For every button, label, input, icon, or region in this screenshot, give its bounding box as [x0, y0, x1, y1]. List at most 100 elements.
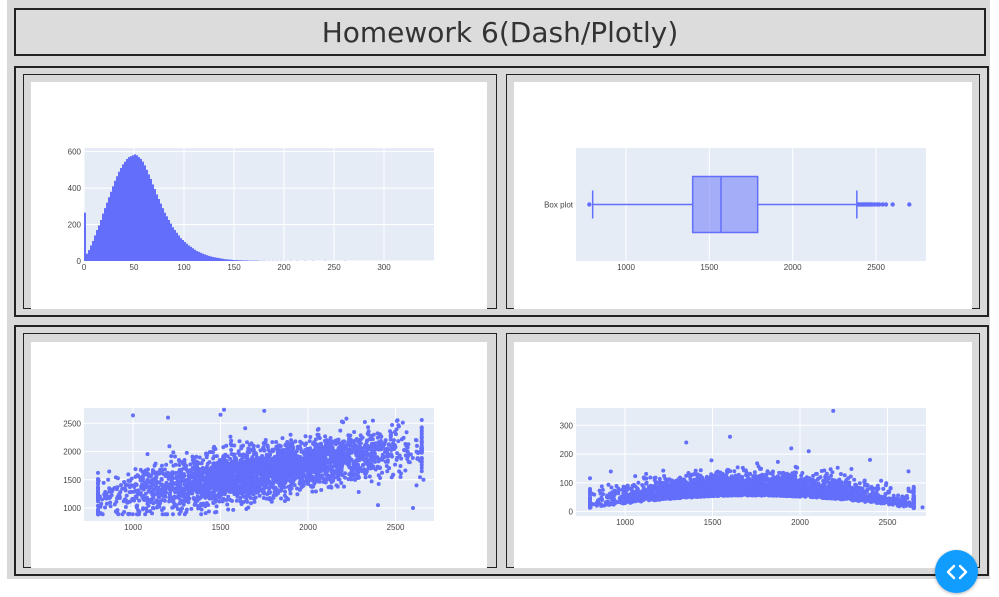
scatter1-point [135, 473, 140, 478]
scatter1-point [267, 456, 272, 461]
scatter1-point [321, 447, 326, 452]
scatter1-point [383, 459, 388, 464]
scatter1-point [272, 489, 277, 494]
scatter1-point [261, 447, 266, 452]
scatter1-point [330, 467, 335, 472]
scatter1-point [403, 453, 408, 458]
scatter1-point [380, 470, 385, 475]
scatter1-point [342, 451, 347, 456]
boxplot-x-tick-label: 2000 [784, 263, 802, 272]
scatter1-point [96, 470, 100, 475]
scatter1-point [391, 472, 396, 477]
histogram-bar [206, 255, 208, 261]
scatter1-point [368, 451, 373, 456]
scatter1-point [229, 460, 234, 465]
scatter1-point [159, 477, 164, 482]
boxplot-box [691, 175, 759, 234]
scatter1-point [100, 512, 105, 517]
scatter1-point [208, 467, 213, 472]
scatter1-point [411, 506, 415, 511]
histogram-graph[interactable]: 0 200 400 600 0 50 100 150 200 250 300 [31, 82, 487, 309]
scatter1-point [158, 491, 163, 496]
scatter1-point [216, 477, 221, 482]
scatter1-point [288, 491, 293, 496]
scatter1-point [278, 483, 283, 488]
scatter1-point [335, 450, 340, 455]
histogram-bar [114, 180, 116, 261]
scatter1-point [213, 497, 218, 502]
histogram-bar [96, 230, 98, 261]
scatter1-point [348, 433, 353, 438]
scatter1-point [285, 448, 290, 453]
scatter1-point [133, 467, 138, 472]
scatter2-points [588, 408, 925, 511]
scatter1-point [317, 475, 322, 480]
scatter1-point [366, 425, 371, 430]
scatter1-point [153, 492, 158, 497]
scatter1-point [251, 481, 256, 486]
scatter1-point [148, 484, 153, 489]
scatter1-point [204, 451, 209, 456]
scatter1-y-tick-label: 1000 [63, 504, 81, 513]
scatter1-point [381, 443, 386, 448]
scatter1-point [325, 473, 330, 478]
scatter1-point [307, 449, 312, 454]
scatter1-point [217, 491, 222, 496]
scatter1-point [280, 436, 285, 441]
scatter1-point [173, 470, 178, 475]
boxplot-category-label: Box plot [544, 201, 574, 210]
scatter1-point [193, 500, 198, 505]
scatter1-point [217, 467, 222, 472]
scatter1-point [244, 487, 249, 492]
scatter1-point [209, 482, 214, 487]
scatter1-point [346, 477, 351, 482]
scatter1-point [270, 440, 275, 445]
scatter1-point [244, 472, 249, 477]
scatter1-point [337, 477, 342, 482]
scatter1-point [346, 462, 351, 467]
scatter1-point [106, 477, 111, 482]
scatter-graph-1[interactable]: 1000 1500 2000 2500 1000 1500 2000 2500 [31, 342, 487, 568]
scatter1-point [178, 482, 183, 487]
scatter1-point [299, 441, 304, 446]
histogram-bar [86, 253, 88, 261]
scatter1-point [292, 473, 297, 478]
scatter1-point [282, 493, 287, 498]
boxplot-outlier-point [880, 202, 885, 207]
page-header: Homework 6(Dash/Plotly) [14, 8, 986, 56]
scatter1-point [274, 440, 279, 445]
scatter1-point [308, 461, 313, 466]
scatter1-x-tick-label: 2500 [387, 523, 405, 532]
scatter1-point [370, 456, 375, 461]
scatter1-point [282, 485, 287, 490]
scatter1-point [380, 457, 385, 462]
histogram-x-tick-label: 150 [227, 263, 241, 272]
scatter1-point [351, 446, 356, 451]
scatter1-point [217, 484, 222, 489]
scatter1-point [96, 503, 100, 508]
scatter1-point [388, 437, 393, 442]
scatter1-point [151, 488, 156, 493]
boxplot-graph[interactable]: 1000 1500 2000 2500 Box plot [514, 82, 972, 309]
scatter1-point [391, 438, 396, 443]
histogram-x-tick-label: 50 [130, 263, 139, 272]
scatter1-point [298, 446, 303, 451]
scatter1-point [112, 485, 117, 490]
scatter1-point [211, 501, 216, 506]
scatter-graph-2[interactable]: 0 100 200 300 1000 1500 2000 2500 [514, 342, 972, 568]
scatter1-point [286, 454, 291, 459]
scatter1-point [239, 473, 244, 478]
scatter1-point [240, 469, 245, 474]
scatter1-point [123, 482, 128, 487]
scatter1-point [279, 463, 284, 468]
scatter1-point [328, 484, 333, 489]
scatter1-point [170, 473, 175, 478]
histogram-bar [100, 219, 102, 261]
scatter1-point [376, 503, 380, 508]
histogram-bar [144, 165, 146, 261]
scatter1-point [325, 464, 330, 469]
